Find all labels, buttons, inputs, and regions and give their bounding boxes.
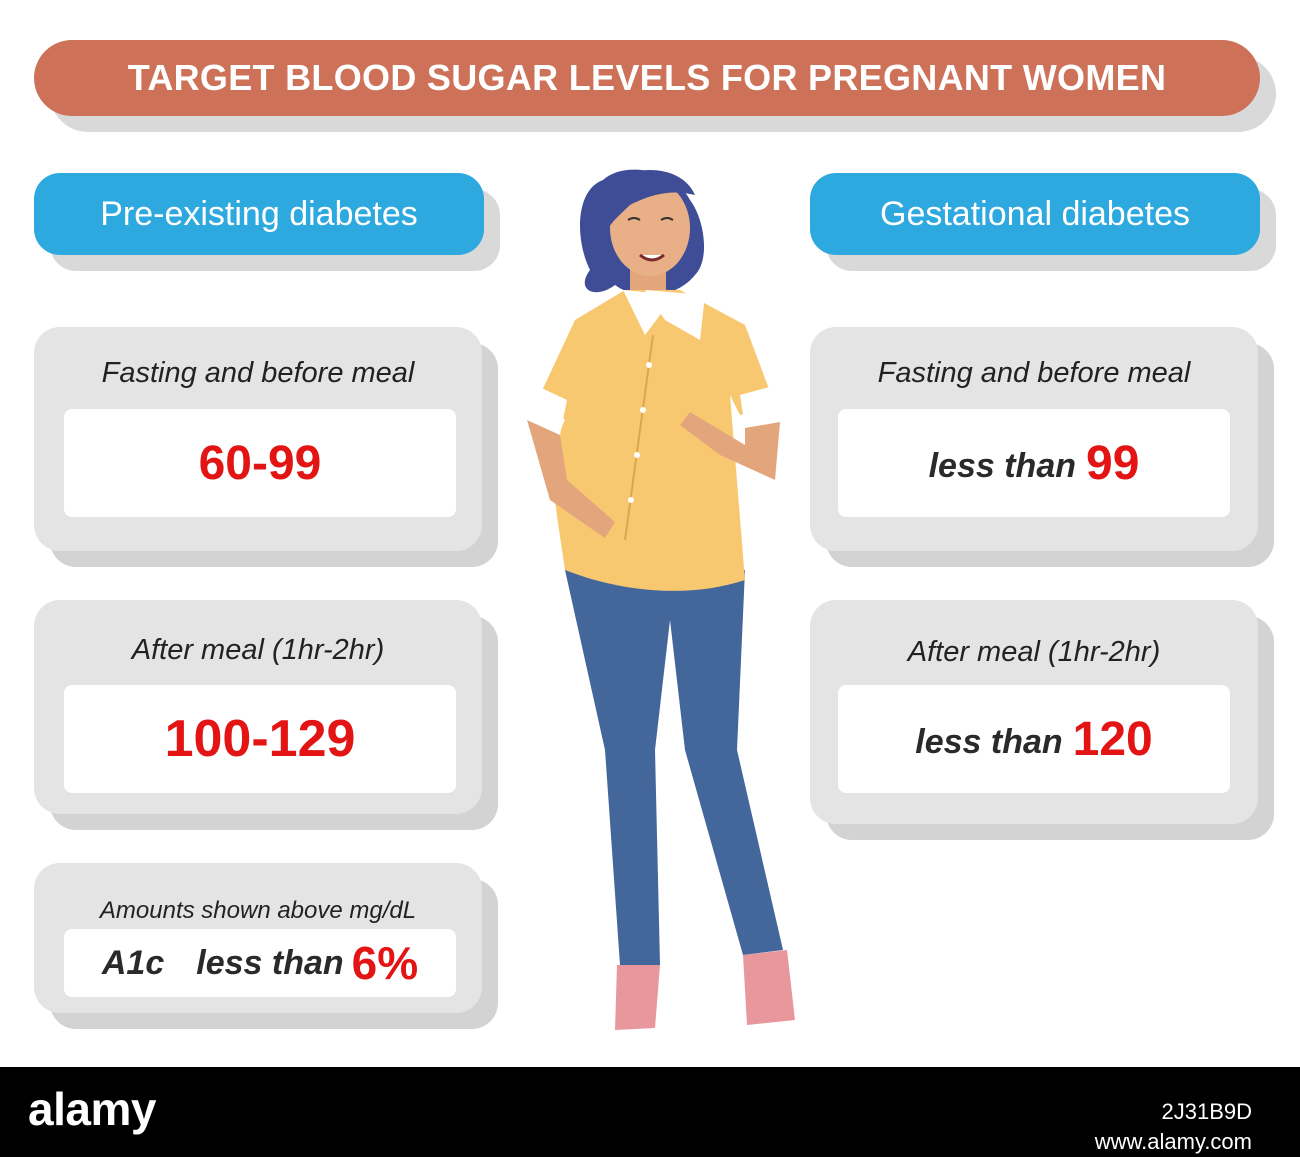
heading-gestational: Gestational diabetes xyxy=(810,173,1260,255)
footer-info: 2J31B9D www.alamy.com xyxy=(1095,1097,1252,1157)
card-label: Fasting and before meal xyxy=(101,357,415,389)
value: 99 xyxy=(1086,436,1140,490)
a1c-value: 6% xyxy=(351,937,419,989)
value-prefix: less than xyxy=(915,722,1063,761)
a1c-prefix: less than xyxy=(196,943,344,982)
heading-pre-existing: Pre-existing diabetes xyxy=(34,173,484,255)
page-title: TARGET BLOOD SUGAR LEVELS FOR PREGNANT W… xyxy=(34,40,1260,116)
card-label: After meal (1hr-2hr) xyxy=(131,634,385,666)
image-id: 2J31B9D xyxy=(1161,1099,1252,1124)
units-note: Amounts shown above mg/dL xyxy=(99,897,417,924)
footer-logo: alamy xyxy=(28,1083,156,1135)
value-box: less than 120 xyxy=(838,685,1230,793)
card-label: Fasting and before meal xyxy=(877,357,1191,389)
value: 100-129 xyxy=(164,710,356,768)
card-left-after-meal: After meal (1hr-2hr) 100-129 xyxy=(34,600,482,814)
value-box: 100-129 xyxy=(64,685,456,793)
value-prefix: less than xyxy=(928,446,1076,485)
card-label: After meal (1hr-2hr) xyxy=(907,636,1161,668)
card-right-after-meal: After meal (1hr-2hr) less than 120 xyxy=(810,600,1258,824)
card-right-fasting: Fasting and before meal less than 99 xyxy=(810,327,1258,551)
value: 60-99 xyxy=(198,436,322,490)
value-box: 60-99 xyxy=(64,409,456,517)
pregnant-woman-illustration xyxy=(527,169,795,1030)
card-left-fasting: Fasting and before meal 60-99 xyxy=(34,327,482,551)
value-box: less than 99 xyxy=(838,409,1230,517)
a1c-label: A1c xyxy=(101,943,165,982)
site-url: www.alamy.com xyxy=(1094,1129,1252,1154)
footer-bar xyxy=(0,1067,1300,1157)
value: 120 xyxy=(1072,712,1153,766)
a1c-box: A1c less than 6% xyxy=(64,929,456,997)
card-left-note: Amounts shown above mg/dL A1c less than … xyxy=(34,863,482,1013)
